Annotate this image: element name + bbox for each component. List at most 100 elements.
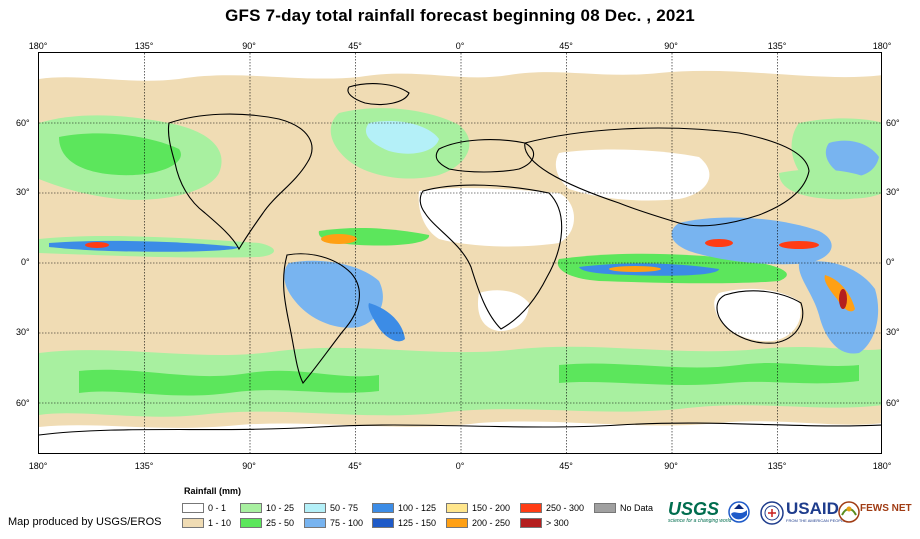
legend-swatch: [520, 517, 542, 528]
legend-swatch: [372, 502, 394, 513]
legend-swatch: [446, 517, 468, 528]
legend-item: 0 - 1: [182, 502, 226, 513]
map-title: GFS 7-day total rainfall forecast beginn…: [225, 6, 695, 25]
dry-zone-sahara: [418, 187, 574, 247]
legend-swatch: [304, 502, 326, 513]
usaid-logo: USAID FROM THE AMERICAN PEOPLE: [786, 500, 846, 524]
map-credit: Map produced by USGS/EROS: [8, 516, 162, 528]
legend-item: 100 - 125: [372, 502, 436, 513]
rain-zone-nw-pacific-heavy: [825, 140, 879, 177]
fewsnet-logo: FEWS NET: [860, 503, 912, 515]
legend-swatch: [372, 517, 394, 528]
lat-tick-label: 60°: [16, 398, 30, 408]
coastline-antarctica: [39, 422, 881, 436]
dry-zone-southern-africa: [477, 290, 529, 331]
lat-tick-label: 30°: [16, 327, 30, 337]
lon-tick-label: 135°: [767, 41, 787, 51]
coastline-south-america: [283, 253, 360, 384]
legend-label: 200 - 250: [472, 517, 511, 528]
coastlines: [39, 83, 881, 436]
legend-label: 50 - 75: [330, 502, 359, 513]
legend-label: 100 - 125: [398, 502, 437, 513]
rain-zone-spcz: [798, 261, 879, 354]
legend-label: 25 - 50: [266, 517, 295, 528]
legend-label: No Data: [620, 502, 654, 513]
legend-swatch: [182, 517, 204, 528]
legend-item: 10 - 25: [240, 502, 294, 513]
usaid-logo-text: USAID: [786, 499, 839, 518]
lat-tick-label: 60°: [16, 118, 30, 128]
coastline-greenland: [347, 83, 410, 106]
rain-cell-borneo: [705, 239, 733, 247]
legend-item: 50 - 75: [304, 502, 358, 513]
legend-item: 1 - 10: [182, 517, 231, 528]
lat-tick-label: 0°: [21, 257, 30, 267]
noaa-logo-icon: [728, 501, 750, 523]
rain-zone-maritime-continent: [671, 217, 832, 265]
map-canvas: [39, 53, 881, 453]
fewsnet-logo-icon: [838, 501, 860, 523]
usaid-seal-icon: [760, 501, 784, 525]
legend-label: 250 - 300: [546, 502, 585, 513]
lat-tick-label: 0°: [886, 257, 895, 267]
dry-zone-australia: [714, 288, 801, 342]
lon-tick-label: 135°: [767, 461, 787, 471]
rainfall-map: [38, 52, 882, 454]
usgs-logo: USGS science for a changing world: [668, 500, 731, 524]
legend-label: 150 - 200: [472, 502, 511, 513]
legend-item: 125 - 150: [372, 517, 436, 528]
lat-tick-label: 30°: [886, 187, 900, 197]
rain-cell-indian-ocean: [609, 266, 661, 272]
legend-item: 150 - 200: [446, 502, 510, 513]
dry-zone-central-asia: [555, 149, 710, 201]
lon-tick-label: 90°: [664, 461, 678, 471]
legend-swatch: [240, 517, 262, 528]
lon-tick-label: 45°: [348, 41, 362, 51]
lon-tick-label: 180°: [28, 461, 48, 471]
rain-cell-itcz: [85, 242, 109, 248]
rain-zone-east-asia: [779, 169, 879, 200]
legend-label: 10 - 25: [266, 502, 295, 513]
usgs-tagline: science for a changing world: [668, 518, 732, 524]
lon-tick-label: 135°: [134, 41, 154, 51]
lon-tick-label: 45°: [559, 461, 573, 471]
rain-zone-southern-indian-heavy: [559, 363, 859, 385]
coastline-australia: [716, 290, 804, 344]
lon-tick-label: 180°: [872, 461, 892, 471]
rain-zone-amazon: [284, 260, 383, 328]
lon-tick-label: 45°: [348, 461, 362, 471]
legend-label: 75 - 100: [330, 517, 364, 528]
usaid-tagline: FROM THE AMERICAN PEOPLE: [786, 518, 846, 523]
coastline-europe: [435, 139, 535, 173]
legend-item: 75 - 100: [304, 517, 363, 528]
lon-tick-label: 45°: [559, 41, 573, 51]
legend-swatch: [446, 502, 468, 513]
lat-tick-label: 30°: [886, 327, 900, 337]
graticule: [39, 53, 881, 453]
lat-tick-label: 60°: [886, 118, 900, 128]
lon-tick-label: 90°: [242, 41, 256, 51]
legend-swatch: [594, 502, 616, 513]
legend-label: 125 - 150: [398, 517, 437, 528]
rain-zone-south-atlantic: [368, 303, 405, 342]
legend-item: 250 - 300: [520, 502, 584, 513]
usgs-logo-text: USGS: [668, 499, 720, 519]
coastline-north-america: [167, 113, 313, 251]
lon-tick-label: 90°: [664, 41, 678, 51]
legend-item: 25 - 50: [240, 517, 294, 528]
lon-tick-label: 180°: [28, 41, 48, 51]
legend-swatch: [240, 502, 262, 513]
lon-tick-label: 0°: [455, 41, 465, 51]
lon-tick-label: 0°: [455, 461, 465, 471]
rain-zone-north-pacific-heavy: [59, 133, 181, 176]
rain-cell-spcz-core: [839, 289, 847, 309]
legend-item: 200 - 250: [446, 517, 510, 528]
coastline-asia: [524, 127, 810, 227]
rain-zone-southern-ocean-heavy: [79, 369, 379, 396]
rain-cell-caribbean: [321, 234, 357, 244]
coastline-africa: [419, 184, 563, 330]
lat-tick-label: 30°: [16, 187, 30, 197]
rain-zone-southern-ocean: [39, 346, 881, 417]
legend-swatch: [304, 517, 326, 528]
legend-label: 1 - 10: [208, 517, 232, 528]
